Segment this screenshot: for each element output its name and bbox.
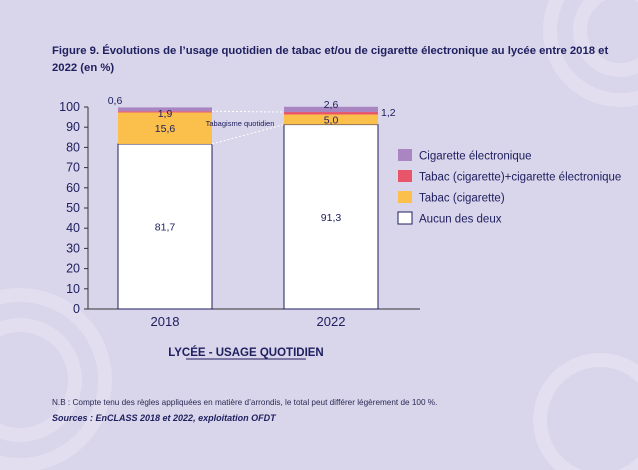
annotation-tabagisme-quotidien: Tabagisme quotidien <box>206 119 275 128</box>
y-tick-label: 50 <box>66 201 80 215</box>
data-label: 2,6 <box>324 99 339 111</box>
legend-label-tabac_plus_ecig: Tabac (cigarette)+cigarette électronique <box>419 172 621 184</box>
legend-swatch-aucun <box>397 211 413 225</box>
bar-segment-cigarette_electronique <box>284 106 378 113</box>
bar-segment-tabac_cigarette <box>118 112 212 144</box>
y-tick-label: 40 <box>66 221 80 235</box>
data-label: 1,2 <box>381 107 396 119</box>
figure-title: Figure 9. Évolutions de l’usage quotidie… <box>52 45 609 74</box>
data-label: 1,9 <box>158 108 173 120</box>
y-tick-label: 30 <box>66 241 80 255</box>
legend-swatch-tabac_cigarette <box>398 191 412 203</box>
bar-segment-tabac_plus_ecig <box>284 112 378 115</box>
bar-segment-tabac_cigarette <box>284 114 378 125</box>
x-tick-label: 2018 <box>151 314 180 329</box>
y-tick-label: 80 <box>66 140 80 154</box>
y-tick-label: 70 <box>66 161 80 175</box>
sources-line: Sources : EnCLASS 2018 et 2022, exploita… <box>52 413 276 423</box>
data-label: 81,7 <box>155 221 176 233</box>
y-tick-label: 0 <box>73 302 80 316</box>
y-tick-label: 100 <box>59 100 80 114</box>
data-label: 15,6 <box>155 123 176 135</box>
bar-segment-cigarette_electronique <box>118 107 212 112</box>
legend-label-aucun: Aucun des deux <box>419 214 502 226</box>
y-tick-label: 90 <box>66 120 80 134</box>
legend-label-tabac_cigarette: Tabac (cigarette) <box>419 193 505 205</box>
bar-segment-aucun <box>283 124 379 310</box>
rounding-note: N.B : Compte tenu des règles appliquées … <box>52 398 438 407</box>
x-axis-title: LYCÉE - USAGE QUOTIDIEN <box>168 346 324 359</box>
legend-label-cigarette_electronique: Cigarette électronique <box>419 151 532 163</box>
y-tick-label: 10 <box>66 282 80 296</box>
bar-segment-tabac_plus_ecig <box>118 111 212 113</box>
bar-segment-aucun <box>117 143 213 310</box>
data-label: 91,3 <box>321 212 342 224</box>
connector-line-bottom <box>211 124 285 145</box>
legend-swatch-cigarette_electronique <box>398 149 412 161</box>
legend-swatch-tabac_plus_ecig <box>398 170 412 182</box>
data-label: 0,6 <box>108 95 123 107</box>
data-label: 5,0 <box>324 115 339 127</box>
y-tick-label: 20 <box>66 262 80 276</box>
connector-line-top <box>211 110 285 113</box>
y-tick-label: 60 <box>66 181 80 195</box>
x-tick-label: 2022 <box>317 314 346 329</box>
